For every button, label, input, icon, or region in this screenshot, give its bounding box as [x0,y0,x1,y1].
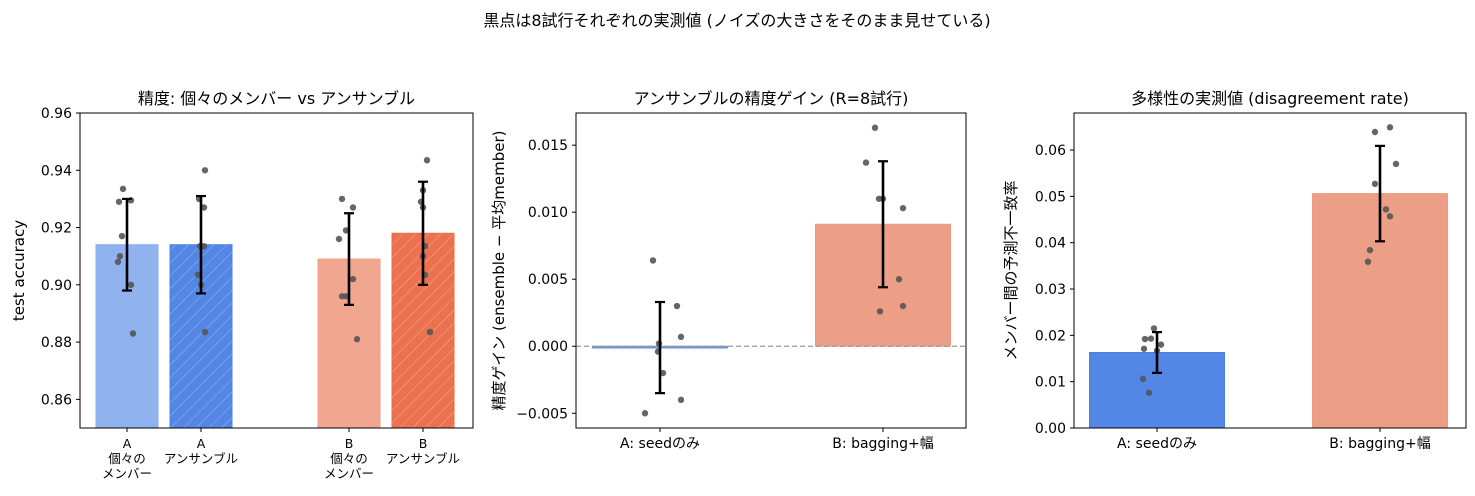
y-tick-label: 0.90 [41,278,72,294]
plot-frame [1073,112,1467,429]
data-point [118,232,126,240]
data-point [1140,345,1148,352]
data-point [1371,128,1379,136]
data-point [673,302,681,310]
plot-frame [575,112,967,429]
plot-frame [79,112,474,429]
chart-title: アンサンブルの精度ゲイン (R=8試行) [634,89,909,108]
x-tick-label: メンバー [324,466,374,481]
data-point [1386,124,1394,131]
x-tick-label: アンサンブル [386,451,460,466]
data-point [342,293,350,300]
y-tick-label: 0.005 [528,272,568,288]
data-point [1150,325,1158,332]
x-tick-label: B [419,436,428,451]
data-point [677,396,685,404]
y-tick-label: 0.01 [1035,375,1066,391]
y-tick-label: 0.06 [1035,143,1066,159]
data-point [423,157,431,164]
x-tick-label: A [197,436,206,451]
data-point [194,271,202,278]
data-point [895,276,903,283]
data-point [677,333,685,341]
data-point [119,185,127,193]
x-tick-label: B: bagging+幅 [832,436,933,452]
x-tick-label: メンバー [102,466,152,481]
x-tick-label: アンサンブル [164,451,238,466]
y-tick-label: 0.86 [41,392,72,408]
data-point [862,159,870,166]
data-point [201,167,209,174]
x-tick-label: B [345,436,354,451]
data-point [426,328,434,336]
y-tick-label: 0.00 [1035,421,1066,437]
data-point [1157,341,1165,348]
chart-panel-3: 0.00 0.01 0.02 0.03 0.04 0.05 0.06 A: seedのみ B: … [1002,89,1467,452]
data-point [342,227,350,234]
data-point [659,369,667,377]
data-point [1364,258,1372,265]
data-point [641,410,649,417]
data-point [200,242,208,250]
x-tick-label: 個々の [330,451,368,466]
data-point [876,308,884,315]
data-point [1145,389,1153,396]
data-point [116,252,124,260]
y-axis-label: 精度ゲイン (ensemble − 平均member) [490,131,508,411]
data-point [1141,335,1149,343]
chart-title: 多様性の実測値 (disagreement rate) [1131,89,1409,108]
y-tick-label: −0.005 [516,406,568,422]
y-tick-label: 0.04 [1035,236,1066,252]
y-tick-label: 0.015 [528,138,568,154]
y-axis-label: メンバー間の予測不一致率 [1002,180,1020,360]
x-tick-label: B: bagging+幅 [1329,436,1430,452]
chart-panel-2: −0.005 0.000 0.005 0.010 0.015 A: seedのみ B: ba… [490,89,967,452]
y-axis-label: test accuracy [10,220,28,321]
x-tick-label: 個々の [108,451,146,466]
chart-title: 精度: 個々のメンバー vs アンサンブル [138,89,415,108]
data-point [1139,375,1147,383]
data-point [338,195,346,203]
data-point [115,198,123,205]
y-tick-label: 0.88 [41,335,72,351]
data-point [201,328,209,336]
y-tick-label: 0.96 [41,106,72,122]
data-point [649,257,657,264]
y-tick-label: 0.92 [41,221,72,237]
x-tick-label: A [123,436,132,451]
data-point [200,204,208,211]
y-tick-label: 0.02 [1035,328,1066,344]
chart-panels: 0.860.880.900.920.940.96A個々のメンバーAアンサンブルB… [10,89,1467,481]
x-tick-label: A: seedのみ [620,436,700,452]
y-tick-label: 0.94 [41,163,72,179]
data-point [114,258,122,266]
figure-suptitle: 黒点は8試行それぞれの実測値 (ノイズの大きさをそのまま見せている) [483,11,990,30]
x-tick-label: A: seedのみ [1117,436,1197,452]
y-tick-label: 0.000 [528,339,568,355]
y-tick-label: 0.03 [1035,282,1066,298]
data-point [1392,160,1400,168]
data-point [349,204,357,211]
data-point [1382,206,1390,213]
y-tick-label: 0.010 [528,205,568,221]
y-tick-label: 0.05 [1035,189,1066,205]
data-point [335,235,343,243]
chart-panel-1: 0.860.880.900.920.940.96A個々のメンバーAアンサンブルB… [10,89,474,481]
data-point [899,204,907,212]
data-point [349,275,357,283]
data-point [129,330,137,337]
data-point [1147,335,1155,342]
data-point [1366,246,1374,254]
data-point [1386,213,1394,220]
data-point [899,302,907,310]
data-point [127,281,135,289]
data-point [871,124,879,131]
data-point [353,336,361,343]
data-point [1371,180,1379,188]
